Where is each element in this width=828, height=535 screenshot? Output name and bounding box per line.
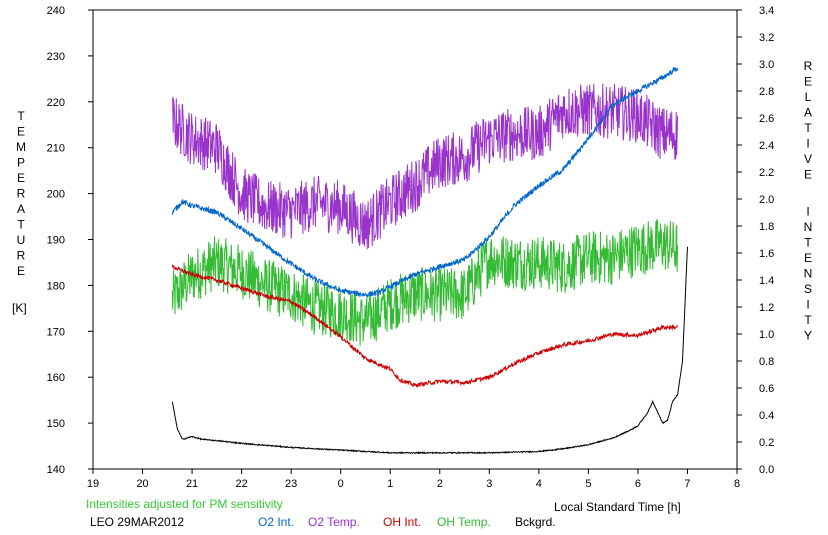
x-axis-ticks: 19 20 21 22 23 0 1 2 3 4 5 6 7 8 — [87, 469, 740, 490]
x-tick-label: 6 — [635, 478, 641, 490]
right-axis-letter: T — [804, 313, 812, 327]
left-tick-label: 240 — [47, 5, 65, 17]
left-axis-letter: M — [16, 140, 26, 154]
x-tick-label: 3 — [486, 478, 492, 490]
right-tick-label: 0.0 — [759, 464, 774, 476]
x-tick-label: 1 — [387, 478, 393, 490]
x-tick-label: 0 — [338, 478, 344, 490]
left-tick-label: 170 — [47, 326, 65, 338]
left-axis-letter: T — [17, 218, 25, 232]
right-axis-letter: V — [804, 152, 812, 166]
x-tick-label: 23 — [285, 478, 297, 490]
left-axis-unit: [K] — [12, 301, 27, 315]
left-axis-letter: U — [17, 233, 26, 247]
series-line-o2-int — [171, 66, 679, 298]
right-axis-letter: N — [804, 267, 813, 281]
left-axis-letter: P — [17, 156, 25, 170]
right-tick-label: 1.4 — [759, 275, 774, 287]
left-tick-label: 140 — [47, 464, 65, 476]
right-tick-label: 1.6 — [759, 248, 774, 260]
right-axis-letter: E — [804, 168, 812, 182]
left-axis-letter: E — [17, 125, 25, 139]
left-tick-label: 220 — [47, 97, 65, 109]
right-tick-label: 1.2 — [759, 302, 774, 314]
x-tick-label: 5 — [585, 478, 591, 490]
x-tick-label: 21 — [186, 478, 198, 490]
x-tick-label: 19 — [87, 478, 99, 490]
left-axis-letter: A — [17, 202, 25, 216]
right-tick-label: 0.4 — [759, 410, 774, 422]
x-axis-label: Local Standard Time [h] — [554, 500, 681, 514]
legend-o2-int: O2 Int. — [258, 515, 295, 529]
chart-frame — [92, 9, 738, 470]
right-axis-letter: I — [806, 205, 809, 219]
site-date-label: LEO 29MAR2012 — [90, 515, 185, 529]
x-tick-label: 2 — [437, 478, 443, 490]
series-line-oh-int — [171, 264, 679, 388]
left-axis-letter: E — [17, 171, 25, 185]
legend-oh-temp: OH Temp. — [437, 515, 491, 529]
series-lines — [171, 66, 688, 455]
x-tick-label: 4 — [536, 478, 542, 490]
right-axis-letter: N — [804, 220, 813, 234]
series-line-o2-temp — [171, 83, 679, 250]
right-axis-letter: T — [804, 121, 812, 135]
legend-oh-int: OH Int. — [383, 515, 422, 529]
left-tick-label: 200 — [47, 189, 65, 201]
right-tick-label: 2.2 — [759, 167, 774, 179]
right-axis-letter: A — [804, 106, 812, 120]
plot-frame — [92, 9, 738, 470]
right-axis-letter: T — [804, 236, 812, 250]
right-tick-label: 0.6 — [759, 383, 774, 395]
right-tick-label: 3.4 — [759, 5, 774, 17]
right-tick-label: 0.2 — [759, 437, 774, 449]
left-tick-label: 180 — [47, 280, 65, 292]
x-tick-label: 20 — [136, 478, 148, 490]
left-tick-label: 190 — [47, 235, 65, 247]
left-axis-ticks: 140 150 160 170 180 190 200 210 220 230 240 — [47, 5, 93, 476]
right-tick-label: 1.0 — [759, 329, 774, 341]
right-tick-label: 2.0 — [759, 194, 774, 206]
right-tick-label: 1.8 — [759, 221, 774, 233]
series-line-bckgrd — [171, 246, 688, 455]
right-axis-ticks: 0.0 0.2 0.4 0.6 0.8 1.0 1.2 1.4 1.6 1.8 2.0 2.2 2.4 2… — [737, 5, 774, 476]
right-axis-letter: E — [804, 75, 812, 89]
legend-o2-temp: O2 Temp. — [308, 515, 360, 529]
right-tick-label: 2.8 — [759, 86, 774, 98]
right-axis-letter: E — [804, 251, 812, 265]
legend-bckgrd: Bckgrd. — [515, 515, 556, 529]
left-tick-label: 210 — [47, 143, 65, 155]
x-tick-label: 22 — [235, 478, 247, 490]
left-axis-letter: E — [17, 264, 25, 278]
right-axis-letter: Y — [804, 329, 812, 343]
right-tick-label: 0.8 — [759, 356, 774, 368]
left-tick-label: 160 — [47, 372, 65, 384]
right-axis-letter: L — [805, 90, 812, 104]
left-tick-label: 150 — [47, 418, 65, 430]
left-axis-letter: R — [17, 249, 26, 263]
x-tick-label: 7 — [684, 478, 690, 490]
left-tick-label: 230 — [47, 51, 65, 63]
right-axis-letter: I — [806, 137, 809, 151]
right-tick-label: 2.4 — [759, 140, 774, 152]
left-axis-letter: T — [17, 109, 25, 123]
right-axis-letter: S — [804, 282, 812, 296]
right-axis-letter: I — [806, 298, 809, 312]
right-axis-letter: R — [804, 59, 813, 73]
series-line-oh-temp — [171, 219, 679, 346]
sensitivity-note: Intensities adjusted for PM sensitivity — [86, 497, 283, 511]
right-tick-label: 3.0 — [759, 59, 774, 71]
x-tick-label: 8 — [734, 478, 740, 490]
left-axis-letter: R — [17, 187, 26, 201]
right-tick-label: 3.2 — [759, 32, 774, 44]
right-tick-label: 2.6 — [759, 113, 774, 125]
